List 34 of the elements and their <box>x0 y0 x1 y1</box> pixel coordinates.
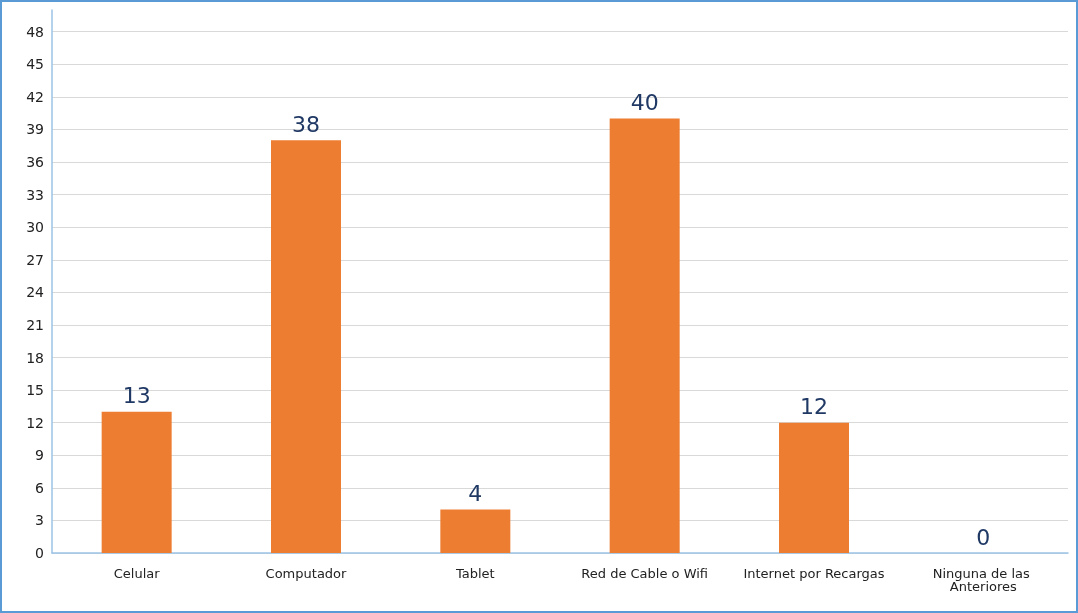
x-tick-label: Red de Cable o Wifi <box>581 566 709 581</box>
bar <box>440 509 511 553</box>
y-tick-label: 30 <box>26 219 44 236</box>
y-tick-label: 9 <box>35 447 44 464</box>
y-tick-label: 33 <box>26 186 44 203</box>
y-tick-label: 3 <box>35 512 44 529</box>
y-tick-label: 15 <box>26 382 44 399</box>
x-tick-label: Computador <box>265 566 348 581</box>
y-tick-label: 24 <box>26 284 45 301</box>
x-tick-label: Celular <box>113 566 161 581</box>
data-label: 12 <box>800 394 828 420</box>
x-tick-label: Tablet <box>454 566 495 581</box>
bar <box>609 118 680 553</box>
bar <box>271 140 341 553</box>
data-label: 4 <box>468 481 483 507</box>
y-tick-label: 6 <box>35 479 45 496</box>
y-tick-label: 18 <box>26 349 44 366</box>
data-label: 0 <box>976 524 991 550</box>
y-tick-label: 0 <box>35 545 44 561</box>
y-tick-label: 36 <box>26 154 45 171</box>
y-tick-label: 48 <box>26 23 44 40</box>
x-tick-label: Internet por Recargas <box>743 566 885 581</box>
data-label: 38 <box>292 111 320 137</box>
x-tick-label: Ninguna de las Anteriores <box>932 566 1034 594</box>
data-label: 13 <box>122 383 151 409</box>
y-tick-label: 21 <box>26 316 44 333</box>
bar <box>779 422 849 553</box>
y-tick-label: 42 <box>26 88 44 105</box>
y-tick-label: 39 <box>26 121 44 138</box>
bar <box>101 411 172 553</box>
y-tick-label: 12 <box>26 414 44 431</box>
y-tick-label: 27 <box>26 251 44 268</box>
y-tick-label: 45 <box>26 56 44 73</box>
data-label: 40 <box>630 90 659 116</box>
